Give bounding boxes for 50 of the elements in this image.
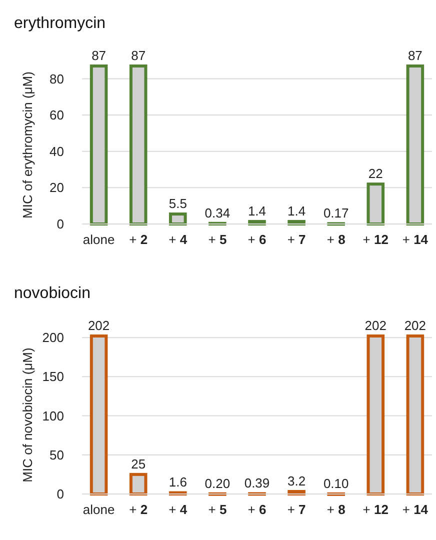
y-axis-title: MIC of novobiocin (μM) — [20, 348, 35, 482]
data-label: 0.20 — [204, 476, 230, 491]
x-tick-label: + 5 — [208, 232, 227, 247]
chart-title: novobiocin — [14, 285, 90, 302]
x-tick-label: + 4 — [168, 232, 188, 247]
x-tick-label: alone — [82, 232, 115, 247]
y-tick-label: 0 — [56, 216, 64, 232]
x-tick-label: + 5 — [208, 502, 227, 517]
y-tick-label: 150 — [42, 369, 64, 384]
y-tick-label: 60 — [50, 108, 64, 123]
y-tick-label: 100 — [42, 408, 64, 424]
data-label: 22 — [368, 166, 383, 182]
x-tick-label: alone — [82, 502, 115, 517]
data-label: 1.4 — [248, 203, 266, 218]
x-tick-label: + 6 — [248, 232, 266, 247]
data-label: 87 — [92, 48, 106, 63]
chart-title: erythromycin — [14, 15, 106, 32]
data-label: 25 — [131, 456, 146, 472]
x-tick-label: + 12 — [362, 232, 388, 247]
data-label: 87 — [131, 48, 146, 63]
data-label: 202 — [88, 318, 110, 333]
x-tick-label: + 6 — [248, 502, 266, 517]
y-tick-label: 80 — [50, 71, 64, 86]
data-label: 0.17 — [323, 206, 349, 221]
y-tick-label: 20 — [50, 180, 64, 196]
x-tick-label: + 14 — [402, 502, 429, 517]
x-tick-label: + 4 — [168, 502, 188, 517]
x-tick-label: + 8 — [326, 232, 346, 247]
data-label: 0.39 — [244, 476, 270, 491]
x-tick-label: + 2 — [129, 502, 148, 517]
x-tick-label: + 7 — [287, 502, 306, 517]
data-label: 5.5 — [168, 196, 187, 212]
data-label: 1.6 — [168, 474, 187, 490]
y-axis-title: MIC of erythromycin (μM) — [20, 72, 35, 218]
data-label: 1.4 — [288, 203, 306, 218]
x-tick-label: + 2 — [129, 232, 148, 247]
data-label: 0.10 — [323, 476, 349, 491]
data-label: 202 — [364, 318, 386, 333]
y-tick-label: 0 — [56, 486, 64, 502]
x-tick-label: + 8 — [326, 502, 346, 517]
y-tick-label: 50 — [50, 447, 64, 462]
data-label: 0.34 — [204, 205, 230, 220]
y-tick-label: 40 — [50, 144, 64, 159]
data-label: 202 — [404, 318, 426, 333]
data-label: 87 — [408, 48, 422, 63]
y-tick-label: 200 — [42, 330, 64, 346]
x-tick-label: + 14 — [402, 232, 429, 247]
x-tick-label: + 12 — [362, 502, 388, 517]
x-tick-label: + 7 — [287, 232, 306, 247]
data-label: 3.2 — [288, 473, 306, 488]
